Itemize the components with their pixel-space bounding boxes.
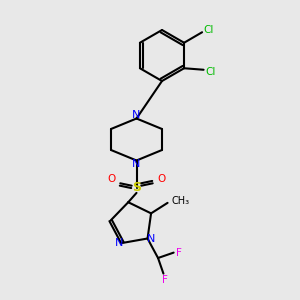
Text: N: N: [115, 238, 123, 248]
Text: O: O: [157, 173, 165, 184]
Text: Cl: Cl: [203, 25, 214, 35]
Text: S: S: [132, 181, 141, 194]
Text: CH₃: CH₃: [171, 196, 189, 206]
Text: F: F: [176, 248, 182, 258]
Text: N: N: [132, 110, 141, 120]
Text: F: F: [162, 275, 168, 285]
Text: Cl: Cl: [205, 67, 215, 77]
Text: N: N: [132, 159, 141, 169]
Text: O: O: [108, 173, 116, 184]
Text: N: N: [147, 233, 155, 244]
